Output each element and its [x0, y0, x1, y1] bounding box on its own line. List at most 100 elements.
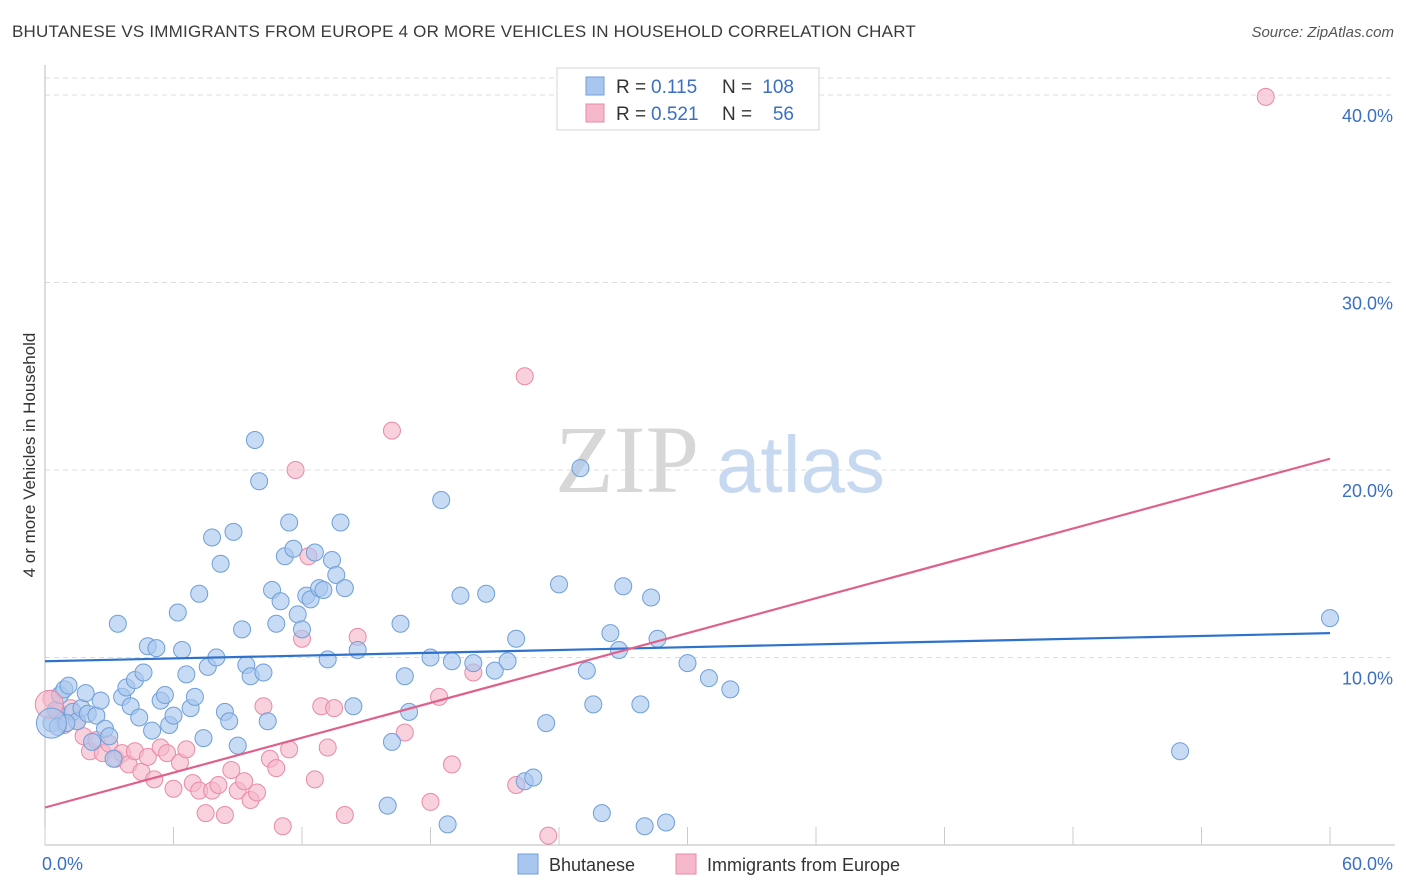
- blue-point: [293, 620, 311, 639]
- pink-point: [395, 723, 414, 742]
- blue-point: [592, 804, 611, 823]
- blue-point: [614, 577, 633, 596]
- blue-point: [100, 727, 119, 746]
- legend-r-value: 0.115: [651, 77, 697, 98]
- blue-point: [305, 543, 324, 562]
- legend-n-value: 56: [773, 104, 794, 125]
- pink-trend-line: [44, 457, 1331, 809]
- blue-point: [83, 732, 102, 751]
- pink-point: [209, 776, 228, 794]
- y-tick-label: 30.0%: [1342, 294, 1393, 314]
- y-tick-label: 10.0%: [1342, 669, 1393, 689]
- blue-point: [190, 584, 209, 603]
- blue-point: [400, 702, 419, 721]
- pink-point: [164, 779, 183, 798]
- pink-point: [286, 461, 305, 479]
- blue-point: [168, 603, 187, 622]
- blue-point: [143, 721, 162, 740]
- pink-point: [222, 761, 241, 779]
- blue-point: [635, 817, 654, 836]
- blue-point: [228, 736, 247, 755]
- blue-point: [258, 712, 277, 731]
- blue-point: [1171, 742, 1190, 761]
- blue-point: [344, 697, 363, 716]
- blue-point: [76, 684, 95, 703]
- blue-point: [155, 686, 174, 704]
- blue-point: [699, 669, 718, 688]
- blue-point: [177, 665, 196, 684]
- blue-point: [254, 663, 273, 682]
- watermark-atlas: atlas: [716, 420, 885, 509]
- pink-point: [325, 699, 344, 718]
- y-tick-label: 20.0%: [1342, 481, 1393, 501]
- legend-n-label: N =: [722, 104, 752, 125]
- watermark-zip: ZIP: [555, 406, 699, 513]
- legend-swatch-bhutanese: [517, 853, 539, 875]
- blue-point: [194, 729, 213, 748]
- pink-point: [273, 817, 292, 836]
- blue-point: [485, 661, 504, 680]
- pink-point: [305, 770, 324, 789]
- blue-point: [642, 588, 661, 607]
- pink-point: [267, 759, 286, 778]
- blue-point: [537, 714, 556, 733]
- blue-point: [678, 654, 697, 673]
- legend-r-label: R =: [616, 104, 646, 125]
- blue-point: [631, 695, 650, 714]
- legend-swatch-pink: [585, 103, 605, 123]
- blue-point: [524, 768, 543, 787]
- blue-point: [267, 614, 286, 633]
- blue-point: [331, 513, 350, 532]
- chart-title: BHUTANESE VS IMMIGRANTS FROM EUROPE 4 OR…: [12, 22, 916, 41]
- blue-point: [507, 629, 526, 648]
- blue-point: [288, 605, 307, 624]
- pink-point: [382, 421, 401, 440]
- blue-point: [59, 676, 78, 695]
- blue-point: [220, 712, 239, 731]
- blue-trend-line: [44, 632, 1331, 663]
- blue-point: [211, 554, 230, 573]
- blue-point: [164, 706, 183, 725]
- blue-point: [284, 539, 303, 558]
- pink-point: [421, 792, 440, 811]
- blue-point: [348, 641, 367, 659]
- blue-point: [584, 695, 603, 714]
- blue-point: [335, 579, 354, 598]
- blue-point: [477, 584, 496, 603]
- blue-point: [571, 459, 590, 478]
- blue-point: [224, 522, 243, 541]
- blue-point: [378, 796, 397, 815]
- blue-point: [185, 687, 204, 706]
- blue-point: [233, 620, 252, 639]
- blue-point: [203, 528, 222, 547]
- legend-r-label: R =: [616, 77, 646, 98]
- series-legend: Bhutanese Immigrants from Europe: [517, 853, 900, 875]
- pink-point: [138, 747, 157, 766]
- pink-point: [177, 740, 196, 759]
- pink-point: [318, 738, 337, 757]
- blue-point: [382, 732, 401, 751]
- blue-point: [108, 614, 127, 633]
- pink-point: [158, 744, 177, 763]
- blue-point-large: [35, 707, 67, 739]
- pink-point: [515, 367, 534, 386]
- legend-swatch-blue: [585, 76, 605, 96]
- blue-point: [421, 648, 440, 667]
- x-tick-label: 0.0%: [42, 854, 83, 874]
- blue-point: [271, 592, 290, 611]
- blue-point: [134, 663, 153, 682]
- blue-point: [104, 749, 123, 768]
- legend-label-bhutanese: Bhutanese: [549, 855, 635, 875]
- blue-point: [657, 813, 676, 832]
- blue-point: [318, 650, 337, 669]
- stats-legend: R = 0.115 N = 108 R = 0.521 N = 56: [556, 67, 820, 131]
- pink-point: [196, 804, 215, 823]
- pink-point: [442, 755, 461, 774]
- pink-point: [539, 826, 558, 845]
- blue-point: [322, 551, 341, 569]
- pink-point: [215, 806, 234, 824]
- blue-point: [577, 661, 596, 680]
- blue-point: [464, 654, 483, 673]
- blue-point: [173, 641, 192, 659]
